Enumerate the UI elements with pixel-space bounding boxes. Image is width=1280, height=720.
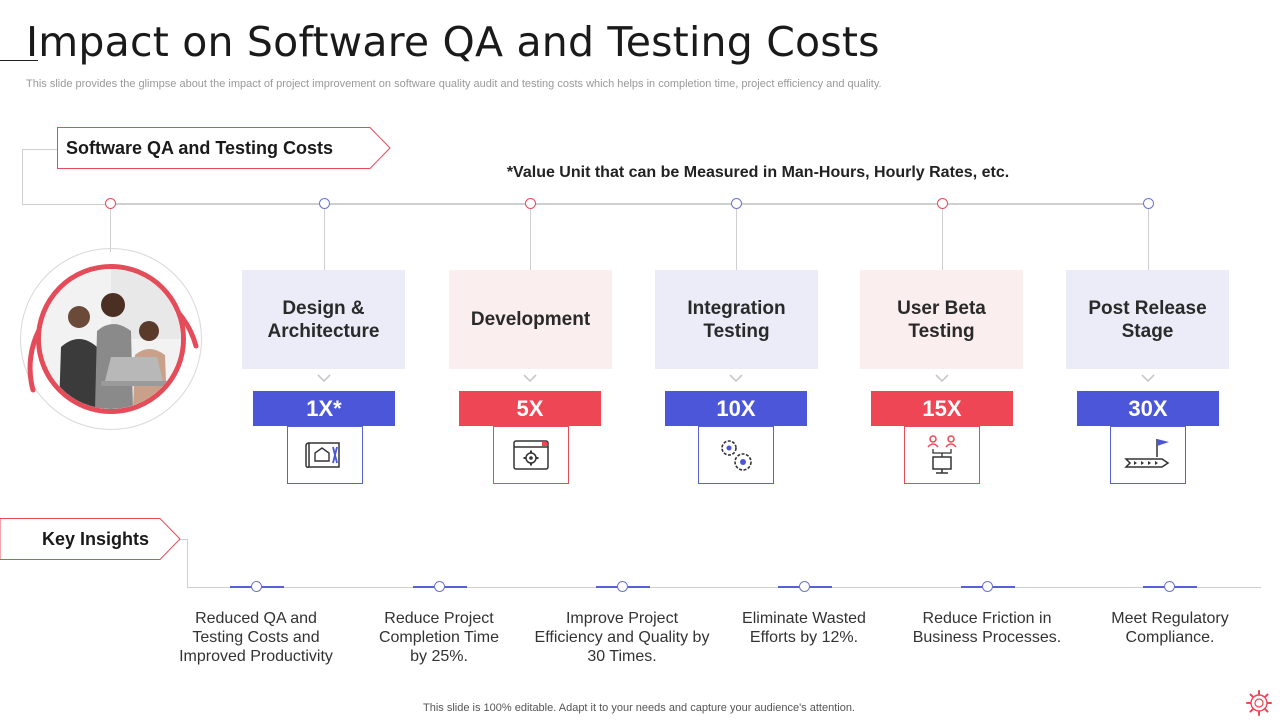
multiplier-badge: 5X <box>459 391 601 426</box>
section-tag-shape <box>57 127 391 169</box>
stage-label: Post Release Stage <box>1088 297 1207 342</box>
insight-text: Reduced QA and Testing Costs and Improve… <box>179 610 333 665</box>
value-note: *Value Unit that can be Measured in Man-… <box>506 164 1010 181</box>
photo-outer-ring <box>20 248 202 430</box>
stage-label: User Beta Testing <box>897 297 986 342</box>
stage-connector <box>530 209 531 270</box>
stage-icon-box <box>904 426 980 484</box>
stage-box-integration-testing: Integration Testing <box>655 270 818 369</box>
insights-tag: Key Insights <box>0 518 182 560</box>
multiplier-badge: 10X <box>665 391 807 426</box>
blueprint-icon <box>305 442 340 468</box>
insight-marker-dot <box>799 581 810 592</box>
stage-connector <box>736 209 737 270</box>
photo-connector <box>110 204 111 252</box>
timeline-dot <box>937 198 948 209</box>
team-photo <box>36 264 186 414</box>
page-title: Impact on Software QA and Testing Costs <box>26 18 880 66</box>
insight-text: Reduce Project Completion Time by 25%. <box>378 610 500 665</box>
gears-icon <box>721 440 752 471</box>
insights-tag-shape <box>0 518 181 560</box>
stage-icon-box <box>1110 426 1186 484</box>
page-subtitle: This slide provides the glimpse about th… <box>26 78 882 90</box>
insights-baseline <box>187 587 1261 588</box>
insight-text: Improve Project Efficiency and Quality b… <box>534 610 710 665</box>
stage-connector <box>324 209 325 270</box>
title-rule <box>0 60 38 61</box>
stage-icon-box <box>287 426 363 484</box>
stage-label: Design & Architecture <box>267 297 380 342</box>
stage-box-development: Development <box>449 270 612 369</box>
insight-marker-dot <box>251 581 262 592</box>
stage-label: Integration Testing <box>687 297 786 342</box>
section-tag: Software QA and Testing Costs <box>57 127 391 169</box>
insight-text: Eliminate Wasted Efforts by 12%. <box>742 610 866 646</box>
chevron-down-icon <box>935 374 949 383</box>
insight-marker-dot <box>617 581 628 592</box>
timeline-dot <box>319 198 330 209</box>
stage-connector <box>942 209 943 270</box>
insights-tag-label: Key Insights <box>42 529 150 549</box>
stage-connector <box>1148 209 1149 270</box>
stage-icon-box <box>698 426 774 484</box>
stage-label: Development <box>470 309 591 330</box>
bracket-vertical <box>22 149 23 204</box>
insights-bracket-vertical <box>187 539 188 587</box>
multiplier-badge: 15X <box>871 391 1013 426</box>
insight-marker-dot <box>434 581 445 592</box>
stage-box-design-architecture: Design & Architecture <box>242 270 405 369</box>
insight-text: Meet Regulatory Compliance. <box>1111 610 1229 646</box>
stage-box-post-release: Post Release Stage <box>1066 270 1229 369</box>
bracket-bottom <box>22 204 110 205</box>
footer-note: This slide is 100% editable. Adapt it to… <box>423 702 855 714</box>
users-computer-icon <box>927 435 957 474</box>
multiplier-badge: 1X* <box>253 391 395 426</box>
browser-gear-icon <box>513 440 549 470</box>
insights-bracket-top <box>180 539 188 540</box>
stage-box-user-beta-testing: User Beta Testing <box>860 270 1023 369</box>
flag-path-icon <box>1124 439 1170 468</box>
chevron-down-icon <box>317 374 331 383</box>
insight-marker-dot <box>1164 581 1175 592</box>
gear-logo-icon <box>1246 690 1272 716</box>
chevron-down-icon <box>1141 374 1155 383</box>
timeline-line <box>110 203 1150 205</box>
bracket-top <box>22 149 58 150</box>
chevron-down-icon <box>523 374 537 383</box>
timeline-dot <box>525 198 536 209</box>
section-tag-label: Software QA and Testing Costs <box>66 138 334 158</box>
stage-icon-box <box>493 426 569 484</box>
chevron-down-icon <box>729 374 743 383</box>
timeline-dot <box>1143 198 1154 209</box>
insight-text: Reduce Friction in Business Processes. <box>912 610 1062 646</box>
timeline-dot <box>105 198 116 209</box>
timeline-dot <box>731 198 742 209</box>
insight-marker-dot <box>982 581 993 592</box>
multiplier-badge: 30X <box>1077 391 1219 426</box>
